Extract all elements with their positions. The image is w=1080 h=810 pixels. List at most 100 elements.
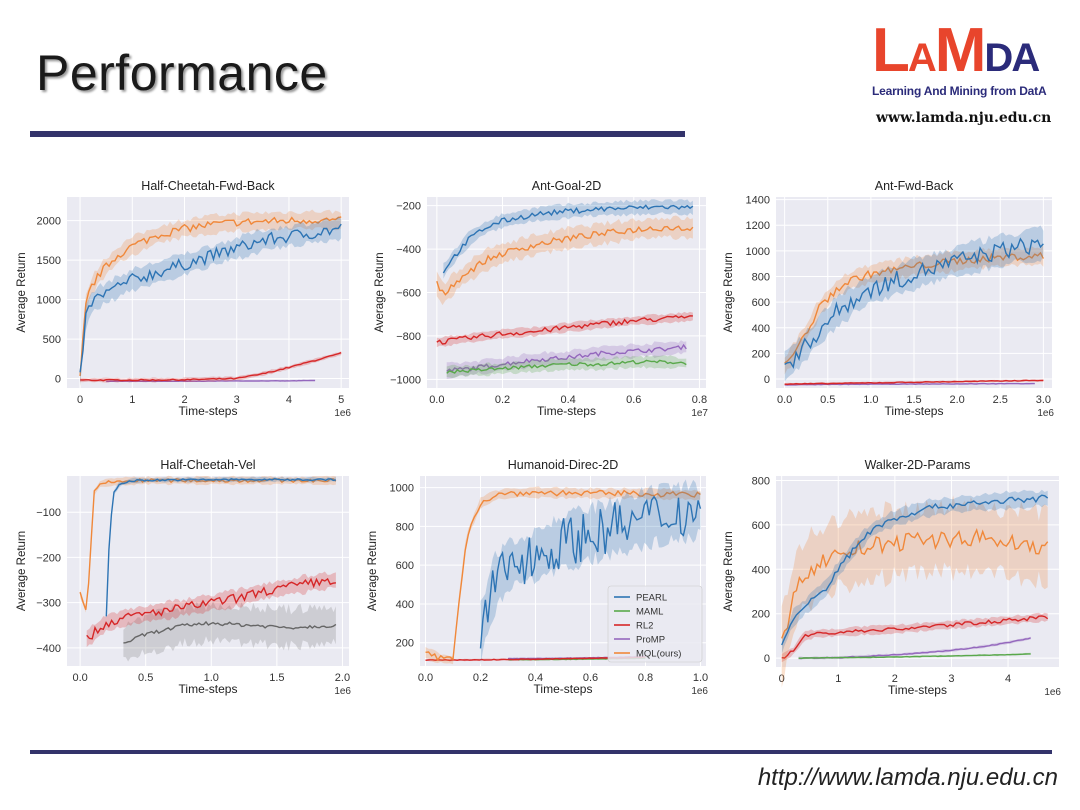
chart-title: Walker-2D-Params bbox=[865, 458, 971, 472]
series-band bbox=[436, 311, 693, 348]
x-tick-label: 4 bbox=[286, 394, 292, 406]
series-band bbox=[123, 601, 336, 662]
y-tick-label: 800 bbox=[752, 475, 770, 487]
x-axis-label: Time-steps bbox=[534, 682, 593, 696]
x-tick-label: 3 bbox=[234, 394, 240, 406]
x-tick-label: 1.5 bbox=[906, 394, 921, 406]
y-tick-label: 400 bbox=[396, 599, 414, 611]
series-line bbox=[105, 477, 337, 617]
y-axis-label: Average Return bbox=[367, 531, 379, 611]
y-tick-label: 800 bbox=[752, 271, 770, 283]
x-tick-label: 3.0 bbox=[1036, 394, 1051, 406]
x-axis-multiplier: 1e6 bbox=[1037, 408, 1054, 419]
y-tick-label: 1000 bbox=[390, 483, 414, 495]
logo-letter: M bbox=[934, 16, 987, 85]
x-tick-label: 0.0 bbox=[418, 672, 433, 684]
logo-wordmark: LAMDA bbox=[872, 16, 1040, 85]
chart-title: Ant-Fwd-Back bbox=[875, 179, 954, 193]
x-tick-label: 0 bbox=[77, 394, 83, 406]
y-tick-label: 1200 bbox=[746, 220, 770, 232]
logo-letter: A bbox=[1011, 36, 1040, 80]
series-band bbox=[784, 225, 1044, 382]
y-tick-label: −300 bbox=[36, 598, 61, 610]
legend-label: ProMP bbox=[636, 635, 665, 646]
y-tick-label: −200 bbox=[396, 201, 421, 213]
logo-subtitle: Learning And Mining from DatA bbox=[872, 84, 1047, 98]
series-line bbox=[781, 527, 1049, 639]
y-tick-label: −400 bbox=[36, 643, 61, 655]
series-band bbox=[781, 612, 1048, 663]
logo-letter: A bbox=[907, 36, 937, 80]
x-axis-multiplier: 1e6 bbox=[1044, 687, 1061, 698]
y-tick-label: 1400 bbox=[746, 195, 770, 207]
chart-panel: 0 1 2 3 4 5 0 500 1000 1500 2000 Half-Cheetah-Fwd-B… bbox=[16, 179, 351, 419]
chart-title: Ant-Goal-2D bbox=[532, 179, 601, 193]
title-underline bbox=[30, 131, 685, 137]
x-axis-label: Time-steps bbox=[179, 404, 238, 418]
x-tick-label: 0.6 bbox=[583, 672, 598, 684]
series-line bbox=[446, 343, 687, 373]
y-tick-label: 1500 bbox=[37, 255, 61, 267]
plot-area bbox=[67, 197, 349, 388]
x-tick-label: 4 bbox=[1005, 673, 1011, 685]
series-line bbox=[79, 216, 342, 377]
x-tick-label: 0.4 bbox=[528, 672, 543, 684]
x-tick-label: 2.0 bbox=[335, 672, 350, 684]
x-tick-label: 5 bbox=[338, 394, 344, 406]
chart-title: Half-Cheetah-Fwd-Back bbox=[141, 179, 275, 193]
chart-panel: 0.0 0.2 0.4 0.6 0.8 −1000 −800 −600 −400 −200 Ant-… bbox=[374, 179, 708, 419]
x-axis-multiplier: 1e6 bbox=[334, 686, 351, 697]
y-axis-label: Average Return bbox=[16, 531, 28, 611]
footer-rule bbox=[30, 750, 1052, 754]
y-tick-label: 600 bbox=[752, 520, 770, 532]
y-axis-label: Average Return bbox=[723, 531, 735, 611]
chart-title: Humanoid-Direc-2D bbox=[508, 458, 618, 472]
y-tick-label: −600 bbox=[396, 288, 421, 300]
x-tick-label: 0.5 bbox=[138, 672, 153, 684]
x-tick-label: 0.8 bbox=[692, 394, 707, 406]
y-tick-label: 0 bbox=[764, 374, 770, 386]
legend-label: MQL(ours) bbox=[636, 649, 681, 660]
x-axis-label: Time-steps bbox=[885, 404, 944, 418]
x-tick-label: 0.2 bbox=[495, 394, 510, 406]
x-tick-label: 0.6 bbox=[626, 394, 641, 406]
y-tick-label: −800 bbox=[396, 331, 421, 343]
x-axis-label: Time-steps bbox=[888, 683, 947, 697]
footer-url[interactable]: http://www.lamda.nju.edu.cn bbox=[757, 764, 1058, 791]
series-line bbox=[784, 237, 1044, 370]
y-tick-label: 0 bbox=[55, 374, 61, 386]
x-tick-label: 0.0 bbox=[429, 394, 444, 406]
x-tick-label: 0.2 bbox=[473, 672, 488, 684]
series-line bbox=[781, 494, 1049, 646]
x-axis-multiplier: 1e6 bbox=[334, 408, 351, 419]
y-tick-label: 400 bbox=[752, 564, 770, 576]
slide-title: Performance bbox=[36, 45, 328, 101]
chart-panel: 0 1 2 3 4 0 200 400 600 800 Walker-2D-Params Time-s… bbox=[723, 458, 1061, 698]
series-band bbox=[446, 355, 687, 378]
series-line bbox=[784, 379, 1044, 386]
series-line bbox=[442, 204, 694, 274]
logo-letter: L bbox=[872, 16, 910, 85]
chart-title: Half-Cheetah-Vel bbox=[160, 458, 255, 472]
series-line bbox=[784, 251, 1045, 364]
legend-label: PEARL bbox=[636, 593, 667, 604]
series-line bbox=[80, 352, 342, 382]
legend-label: RL2 bbox=[636, 621, 653, 632]
x-tick-label: 2.5 bbox=[993, 394, 1008, 406]
y-tick-label: 200 bbox=[396, 638, 414, 650]
y-tick-label: −400 bbox=[396, 244, 421, 256]
series-line bbox=[79, 477, 337, 611]
logo-url: www.lamda.nju.edu.cn bbox=[876, 110, 1052, 126]
x-tick-label: 0.4 bbox=[560, 394, 575, 406]
y-tick-label: 200 bbox=[752, 348, 770, 360]
lamda-logo: LAMDA Learning And Mining from DatA www.… bbox=[872, 20, 1062, 130]
x-tick-label: 1.5 bbox=[269, 672, 284, 684]
x-tick-label: 0.0 bbox=[72, 672, 87, 684]
y-axis-label: Average Return bbox=[374, 252, 386, 332]
x-tick-label: 0.8 bbox=[638, 672, 653, 684]
x-tick-label: 2.0 bbox=[949, 394, 964, 406]
x-tick-label: 1 bbox=[129, 394, 135, 406]
chart-panel: 0.0 0.5 1.0 1.5 2.0 −400 −300 −200 −100 Half-Chee… bbox=[16, 458, 351, 697]
x-tick-label: 0.0 bbox=[777, 394, 792, 406]
